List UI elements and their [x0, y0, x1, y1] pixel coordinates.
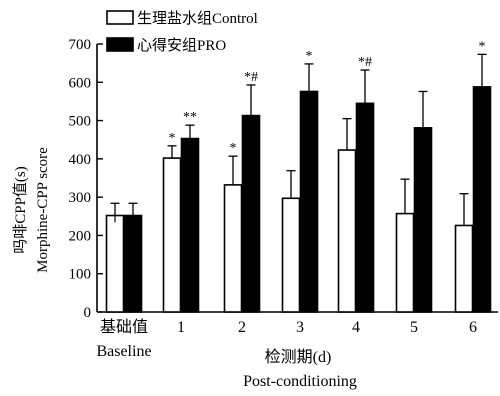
legend: 生理盐水组Control 心得安组PRO [106, 10, 258, 54]
x-tick-label: 1 [177, 319, 185, 336]
bar-pro [413, 127, 433, 313]
y-tick-label: 100 [69, 267, 92, 283]
x-tick-label: 基础值 [100, 318, 148, 336]
bar-control [162, 157, 182, 313]
bar-pro [123, 214, 143, 313]
significance-label: * [306, 49, 313, 64]
bar-control [105, 214, 125, 313]
bar-pro [180, 137, 200, 313]
y-tick-label: 0 [84, 305, 92, 321]
y-tick-label: 500 [69, 114, 92, 130]
y-axis-title-en: Morphine-CPP score [35, 147, 51, 273]
legend-label-pro: 心得安组PRO [137, 37, 226, 54]
bar-control [454, 224, 474, 313]
y-tick-label: 700 [69, 37, 92, 53]
x-tick-label: 2 [238, 319, 246, 336]
bar-pro [472, 86, 492, 313]
y-axis-title-cn: 吗啡CPP值(s) [12, 166, 29, 254]
bar-control [395, 212, 415, 313]
legend-swatch-pro [106, 37, 134, 52]
significance-label: * [479, 39, 486, 54]
bar-control [223, 184, 243, 313]
x-axis-title-cn: 检测期(d) [265, 348, 332, 366]
bar-pro [241, 114, 261, 313]
y-tick-label: 200 [69, 228, 92, 244]
significance-label: *# [244, 70, 258, 85]
x-tick-label: 5 [410, 319, 418, 336]
x-tick-label: 6 [469, 319, 477, 336]
bar-pro [299, 90, 319, 313]
significance-label: * [230, 141, 237, 156]
bar-control [337, 149, 357, 313]
legend-label-control: 生理盐水组Control [137, 10, 258, 27]
x-tick-sublabel-baseline: Baseline [96, 343, 151, 360]
bar-pro [355, 102, 375, 313]
significance-label: ** [183, 110, 197, 125]
y-tick-label: 600 [69, 75, 92, 91]
y-tick-label: 400 [69, 152, 92, 168]
bars-layer [105, 53, 492, 313]
x-axis-title-en: Post-conditioning [243, 373, 357, 390]
legend-swatch-control [106, 10, 134, 25]
significance-label: *# [358, 55, 372, 70]
x-tick-label: 3 [296, 319, 304, 336]
x-tick-label: 4 [352, 319, 360, 336]
y-tick-label: 300 [69, 190, 92, 206]
significance-label: * [169, 131, 176, 146]
bar-control [281, 197, 301, 313]
